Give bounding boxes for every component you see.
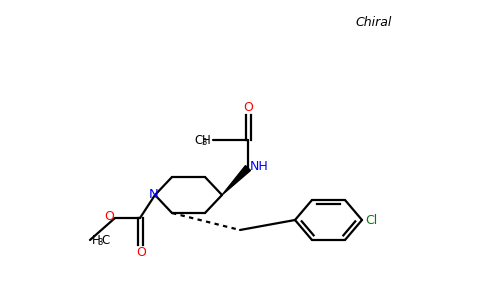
Text: O: O bbox=[243, 101, 253, 114]
Text: C: C bbox=[195, 134, 203, 146]
Text: C: C bbox=[101, 233, 109, 247]
Text: N: N bbox=[149, 188, 159, 202]
Text: H: H bbox=[202, 134, 211, 146]
Text: O: O bbox=[136, 246, 146, 259]
Text: 3: 3 bbox=[97, 238, 103, 247]
Text: H: H bbox=[92, 233, 101, 247]
Text: 3: 3 bbox=[202, 138, 207, 147]
Text: Cl: Cl bbox=[365, 214, 377, 226]
Text: NH: NH bbox=[250, 160, 269, 173]
Polygon shape bbox=[222, 166, 251, 195]
Text: O: O bbox=[104, 211, 114, 224]
Text: Chiral: Chiral bbox=[355, 16, 392, 28]
